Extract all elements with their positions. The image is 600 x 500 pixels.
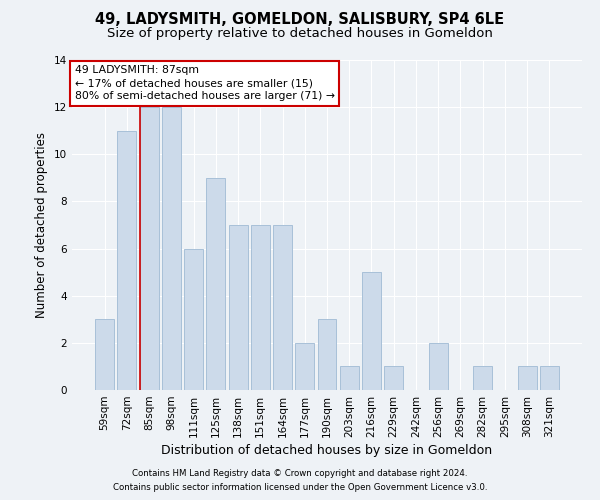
Bar bbox=[118, 130, 136, 390]
Bar bbox=[229, 225, 248, 390]
Bar bbox=[473, 366, 492, 390]
Bar bbox=[206, 178, 225, 390]
Bar bbox=[429, 343, 448, 390]
Bar bbox=[184, 248, 203, 390]
Bar bbox=[140, 107, 158, 390]
Text: 49, LADYSMITH, GOMELDON, SALISBURY, SP4 6LE: 49, LADYSMITH, GOMELDON, SALISBURY, SP4 … bbox=[95, 12, 505, 28]
Bar bbox=[95, 320, 114, 390]
Bar bbox=[317, 320, 337, 390]
Bar bbox=[340, 366, 359, 390]
Bar bbox=[540, 366, 559, 390]
Text: Contains public sector information licensed under the Open Government Licence v3: Contains public sector information licen… bbox=[113, 484, 487, 492]
Bar bbox=[295, 343, 314, 390]
Text: Contains HM Land Registry data © Crown copyright and database right 2024.: Contains HM Land Registry data © Crown c… bbox=[132, 468, 468, 477]
Text: 49 LADYSMITH: 87sqm
← 17% of detached houses are smaller (15)
80% of semi-detach: 49 LADYSMITH: 87sqm ← 17% of detached ho… bbox=[74, 65, 335, 102]
Bar bbox=[362, 272, 381, 390]
X-axis label: Distribution of detached houses by size in Gomeldon: Distribution of detached houses by size … bbox=[161, 444, 493, 457]
Y-axis label: Number of detached properties: Number of detached properties bbox=[35, 132, 49, 318]
Bar bbox=[251, 225, 270, 390]
Bar bbox=[273, 225, 292, 390]
Text: Size of property relative to detached houses in Gomeldon: Size of property relative to detached ho… bbox=[107, 28, 493, 40]
Bar bbox=[162, 107, 181, 390]
Bar bbox=[518, 366, 536, 390]
Bar bbox=[384, 366, 403, 390]
